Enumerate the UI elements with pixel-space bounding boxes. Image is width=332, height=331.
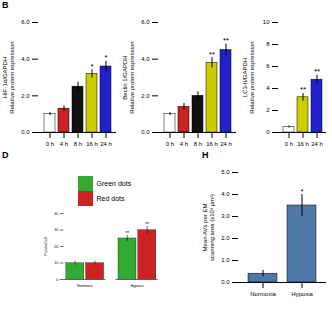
svg-text:24 h: 24 h bbox=[311, 141, 323, 147]
svg-text:4.0: 4.0 bbox=[221, 191, 230, 197]
svg-text:5.0: 5.0 bbox=[221, 169, 230, 175]
svg-text:0.0: 0.0 bbox=[21, 129, 30, 135]
svg-text:0 h: 0 h bbox=[46, 141, 54, 147]
svg-text:LC3-II/GAPDHRelative protein e: LC3-II/GAPDHRelative protein expression bbox=[242, 41, 255, 113]
svg-text:Mean AVs per EMscanning area (: Mean AVs per EMscanning area (x10³ μm²) bbox=[202, 194, 215, 261]
svg-text:24 h: 24 h bbox=[100, 141, 112, 147]
svg-text:*: * bbox=[104, 53, 107, 62]
svg-text:16 h: 16 h bbox=[86, 141, 98, 147]
svg-text:2.0: 2.0 bbox=[221, 235, 230, 241]
svg-text:6.0: 6.0 bbox=[21, 19, 30, 25]
html-text:Green dots: Green dots bbox=[96, 180, 132, 187]
svg-text:Hypoxia: Hypoxia bbox=[291, 291, 313, 297]
svg-text:40: 40 bbox=[54, 212, 58, 216]
html-text:Red dots: Red dots bbox=[96, 195, 125, 202]
html-text:B: B bbox=[2, 0, 9, 10]
html-text:D: D bbox=[2, 150, 9, 160]
svg-text:4 h: 4 h bbox=[60, 141, 68, 147]
svg-text:30: 30 bbox=[54, 228, 58, 232]
svg-text:6.0: 6.0 bbox=[141, 19, 150, 25]
html-text:H: H bbox=[202, 150, 209, 160]
svg-text:16 h: 16 h bbox=[206, 141, 218, 147]
svg-text:8: 8 bbox=[266, 41, 270, 47]
svg-text:Puncta/Cell: Puncta/Cell bbox=[44, 237, 48, 256]
svg-text:2: 2 bbox=[266, 107, 270, 113]
svg-text:6: 6 bbox=[266, 63, 270, 69]
svg-text:0 h: 0 h bbox=[166, 141, 174, 147]
svg-text:**: ** bbox=[314, 67, 320, 76]
svg-text:20: 20 bbox=[54, 245, 58, 249]
svg-text:**: ** bbox=[145, 222, 149, 227]
svg-text:2.0: 2.0 bbox=[21, 93, 30, 99]
svg-text:Beclin 1/GAPDHRelative protein: Beclin 1/GAPDHRelative protein expressio… bbox=[122, 41, 135, 113]
svg-text:10: 10 bbox=[263, 19, 270, 25]
svg-text:24 h: 24 h bbox=[220, 141, 232, 147]
svg-text:2.0: 2.0 bbox=[141, 93, 150, 99]
svg-text:*: * bbox=[90, 62, 93, 71]
svg-text:**: ** bbox=[300, 85, 306, 94]
svg-text:0.0: 0.0 bbox=[221, 279, 230, 285]
svg-text:0.0: 0.0 bbox=[141, 129, 150, 135]
svg-text:8 h: 8 h bbox=[194, 141, 202, 147]
svg-text:*: * bbox=[300, 187, 303, 196]
svg-text:4.0: 4.0 bbox=[21, 56, 30, 62]
svg-text:1.0: 1.0 bbox=[221, 257, 230, 263]
svg-text:16 h: 16 h bbox=[297, 141, 309, 147]
svg-text:4 h: 4 h bbox=[180, 141, 188, 147]
svg-text:4: 4 bbox=[266, 85, 270, 91]
svg-text:0: 0 bbox=[266, 129, 270, 135]
svg-text:0 h: 0 h bbox=[285, 141, 293, 147]
svg-text:**: ** bbox=[209, 50, 215, 59]
svg-text:10: 10 bbox=[54, 261, 58, 265]
svg-text:4.0: 4.0 bbox=[141, 56, 150, 62]
svg-text:Hypoxia: Hypoxia bbox=[130, 284, 143, 288]
svg-text:**: ** bbox=[223, 36, 229, 45]
svg-text:HIF-1α/GAPDHRelative protein e: HIF-1α/GAPDHRelative protein expression bbox=[2, 41, 15, 113]
svg-text:0: 0 bbox=[56, 278, 58, 282]
svg-text:Normoxia: Normoxia bbox=[77, 284, 92, 288]
svg-text:3.0: 3.0 bbox=[221, 213, 230, 219]
svg-text:**: ** bbox=[125, 231, 129, 236]
svg-text:Normoxia: Normoxia bbox=[250, 291, 276, 297]
svg-text:8 h: 8 h bbox=[74, 141, 82, 147]
